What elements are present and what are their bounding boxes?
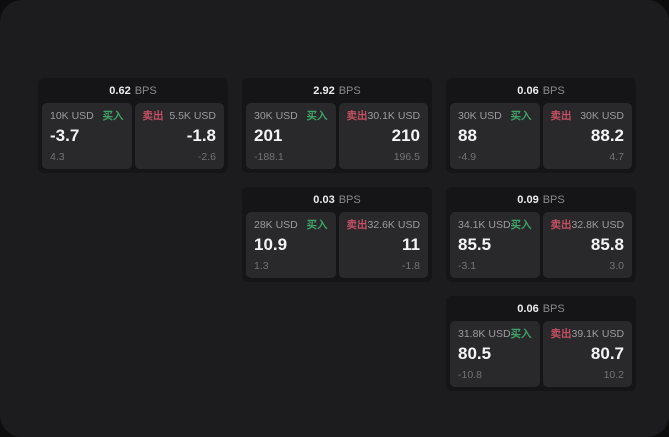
sell-panel[interactable]: 卖出 30.1K USD 210 196.5 <box>338 103 428 169</box>
bps-value: 2.92 <box>313 84 335 97</box>
sell-amount: 30.1K USD <box>367 110 421 122</box>
card-body: 34.1K USD 买入 85.5 -3.1 卖出 32.8K USD 85.8… <box>446 212 636 282</box>
bps-value: 0.09 <box>517 193 539 206</box>
card-header: 0.62 BPS <box>38 78 228 103</box>
sell-panel[interactable]: 卖出 32.8K USD 85.8 3.0 <box>542 212 632 278</box>
sell-side-label: 卖出 <box>142 110 164 122</box>
sell-side-label: 卖出 <box>550 110 572 122</box>
quote-card: 0.62 BPS 10K USD 买入 -3.7 4.3 卖出 5.5K USD… <box>38 78 228 173</box>
buy-side-label: 买入 <box>306 219 328 231</box>
buy-change: -3.1 <box>458 260 477 272</box>
buy-price: 85.5 <box>458 235 492 254</box>
sell-price: -1.8 <box>186 126 216 145</box>
sell-change: 10.2 <box>603 369 624 381</box>
buy-side-label: 买入 <box>510 110 532 122</box>
sell-panel[interactable]: 卖出 39.1K USD 80.7 10.2 <box>542 321 632 387</box>
sell-side-label: 卖出 <box>346 110 368 122</box>
buy-change: -188.1 <box>254 151 284 163</box>
bps-unit-label: BPS <box>338 84 361 97</box>
card-header: 0.06 BPS <box>446 296 636 321</box>
buy-side-label: 买入 <box>510 328 532 340</box>
sell-panel[interactable]: 卖出 32.6K USD 11 -1.8 <box>338 212 428 278</box>
sell-side-label: 卖出 <box>550 219 572 231</box>
sell-amount: 5.5K USD <box>169 110 216 122</box>
sell-side-label: 卖出 <box>550 328 572 340</box>
buy-amount: 34.1K USD <box>458 219 511 231</box>
sell-price: 210 <box>391 126 420 145</box>
sell-side-label: 卖出 <box>346 219 368 231</box>
quote-card: 0.09 BPS 34.1K USD 买入 85.5 -3.1 卖出 32.8K… <box>446 187 636 282</box>
buy-price: 80.5 <box>458 344 492 363</box>
buy-panel[interactable]: 34.1K USD 买入 85.5 -3.1 <box>450 212 540 278</box>
bps-value: 0.06 <box>517 302 539 315</box>
sell-price: 11 <box>402 235 420 254</box>
sell-amount: 32.6K USD <box>367 219 421 231</box>
buy-change: -10.8 <box>458 369 482 381</box>
sell-change: -2.6 <box>197 151 216 163</box>
buy-side-label: 买入 <box>306 110 328 122</box>
quote-card: 2.92 BPS 30K USD 买入 201 -188.1 卖出 30.1K … <box>242 78 432 173</box>
card-body: 30K USD 买入 88 -4.9 卖出 30K USD 88.2 4.7 <box>446 103 636 173</box>
bps-value: 0.62 <box>109 84 131 97</box>
quote-card: 0.03 BPS 28K USD 买入 10.9 1.3 卖出 32.6K US… <box>242 187 432 282</box>
buy-price: 10.9 <box>254 235 288 254</box>
buy-side-label: 买入 <box>510 219 532 231</box>
sell-change: 4.7 <box>609 151 624 163</box>
buy-amount: 30K USD <box>254 110 298 122</box>
bps-unit-label: BPS <box>542 84 565 97</box>
bps-unit-label: BPS <box>134 84 157 97</box>
sell-change: 196.5 <box>393 151 420 163</box>
sell-change: 3.0 <box>609 260 624 272</box>
bps-unit-label: BPS <box>338 193 361 206</box>
bps-unit-label: BPS <box>542 302 565 315</box>
sell-price: 80.7 <box>590 344 624 363</box>
sell-panel[interactable]: 卖出 5.5K USD -1.8 -2.6 <box>134 103 224 169</box>
card-header: 0.09 BPS <box>446 187 636 212</box>
card-body: 31.8K USD 买入 80.5 -10.8 卖出 39.1K USD 80.… <box>446 321 636 391</box>
buy-amount: 31.8K USD <box>458 328 511 340</box>
buy-panel[interactable]: 10K USD 买入 -3.7 4.3 <box>42 103 132 169</box>
card-body: 10K USD 买入 -3.7 4.3 卖出 5.5K USD -1.8 -2.… <box>38 103 228 173</box>
buy-amount: 28K USD <box>254 219 298 231</box>
sell-amount: 39.1K USD <box>571 328 625 340</box>
bps-value: 0.03 <box>313 193 335 206</box>
card-body: 30K USD 买入 201 -188.1 卖出 30.1K USD 210 1… <box>242 103 432 173</box>
bps-value: 0.06 <box>517 84 539 97</box>
card-header: 0.03 BPS <box>242 187 432 212</box>
buy-price: -3.7 <box>50 126 80 145</box>
buy-panel[interactable]: 30K USD 买入 201 -188.1 <box>246 103 336 169</box>
buy-change: -4.9 <box>458 151 477 163</box>
sell-amount: 30K USD <box>580 110 624 122</box>
quote-card: 0.06 BPS 30K USD 买入 88 -4.9 卖出 30K USD 8… <box>446 78 636 173</box>
sell-change: -1.8 <box>401 260 420 272</box>
buy-price: 88 <box>458 126 477 145</box>
buy-change: 1.3 <box>254 260 269 272</box>
buy-change: 4.3 <box>50 151 65 163</box>
card-header: 2.92 BPS <box>242 78 432 103</box>
buy-amount: 30K USD <box>458 110 502 122</box>
sell-amount: 32.8K USD <box>571 219 625 231</box>
sell-price: 88.2 <box>590 126 624 145</box>
sell-price: 85.8 <box>590 235 624 254</box>
card-header: 0.06 BPS <box>446 78 636 103</box>
quote-card: 0.06 BPS 31.8K USD 买入 80.5 -10.8 卖出 39.1… <box>446 296 636 391</box>
buy-panel[interactable]: 31.8K USD 买入 80.5 -10.8 <box>450 321 540 387</box>
buy-side-label: 买入 <box>102 110 124 122</box>
buy-amount: 10K USD <box>50 110 94 122</box>
buy-price: 201 <box>254 126 283 145</box>
card-body: 28K USD 买入 10.9 1.3 卖出 32.6K USD 11 -1.8 <box>242 212 432 282</box>
buy-panel[interactable]: 30K USD 买入 88 -4.9 <box>450 103 540 169</box>
sell-panel[interactable]: 卖出 30K USD 88.2 4.7 <box>542 103 632 169</box>
buy-panel[interactable]: 28K USD 买入 10.9 1.3 <box>246 212 336 278</box>
bps-unit-label: BPS <box>542 193 565 206</box>
